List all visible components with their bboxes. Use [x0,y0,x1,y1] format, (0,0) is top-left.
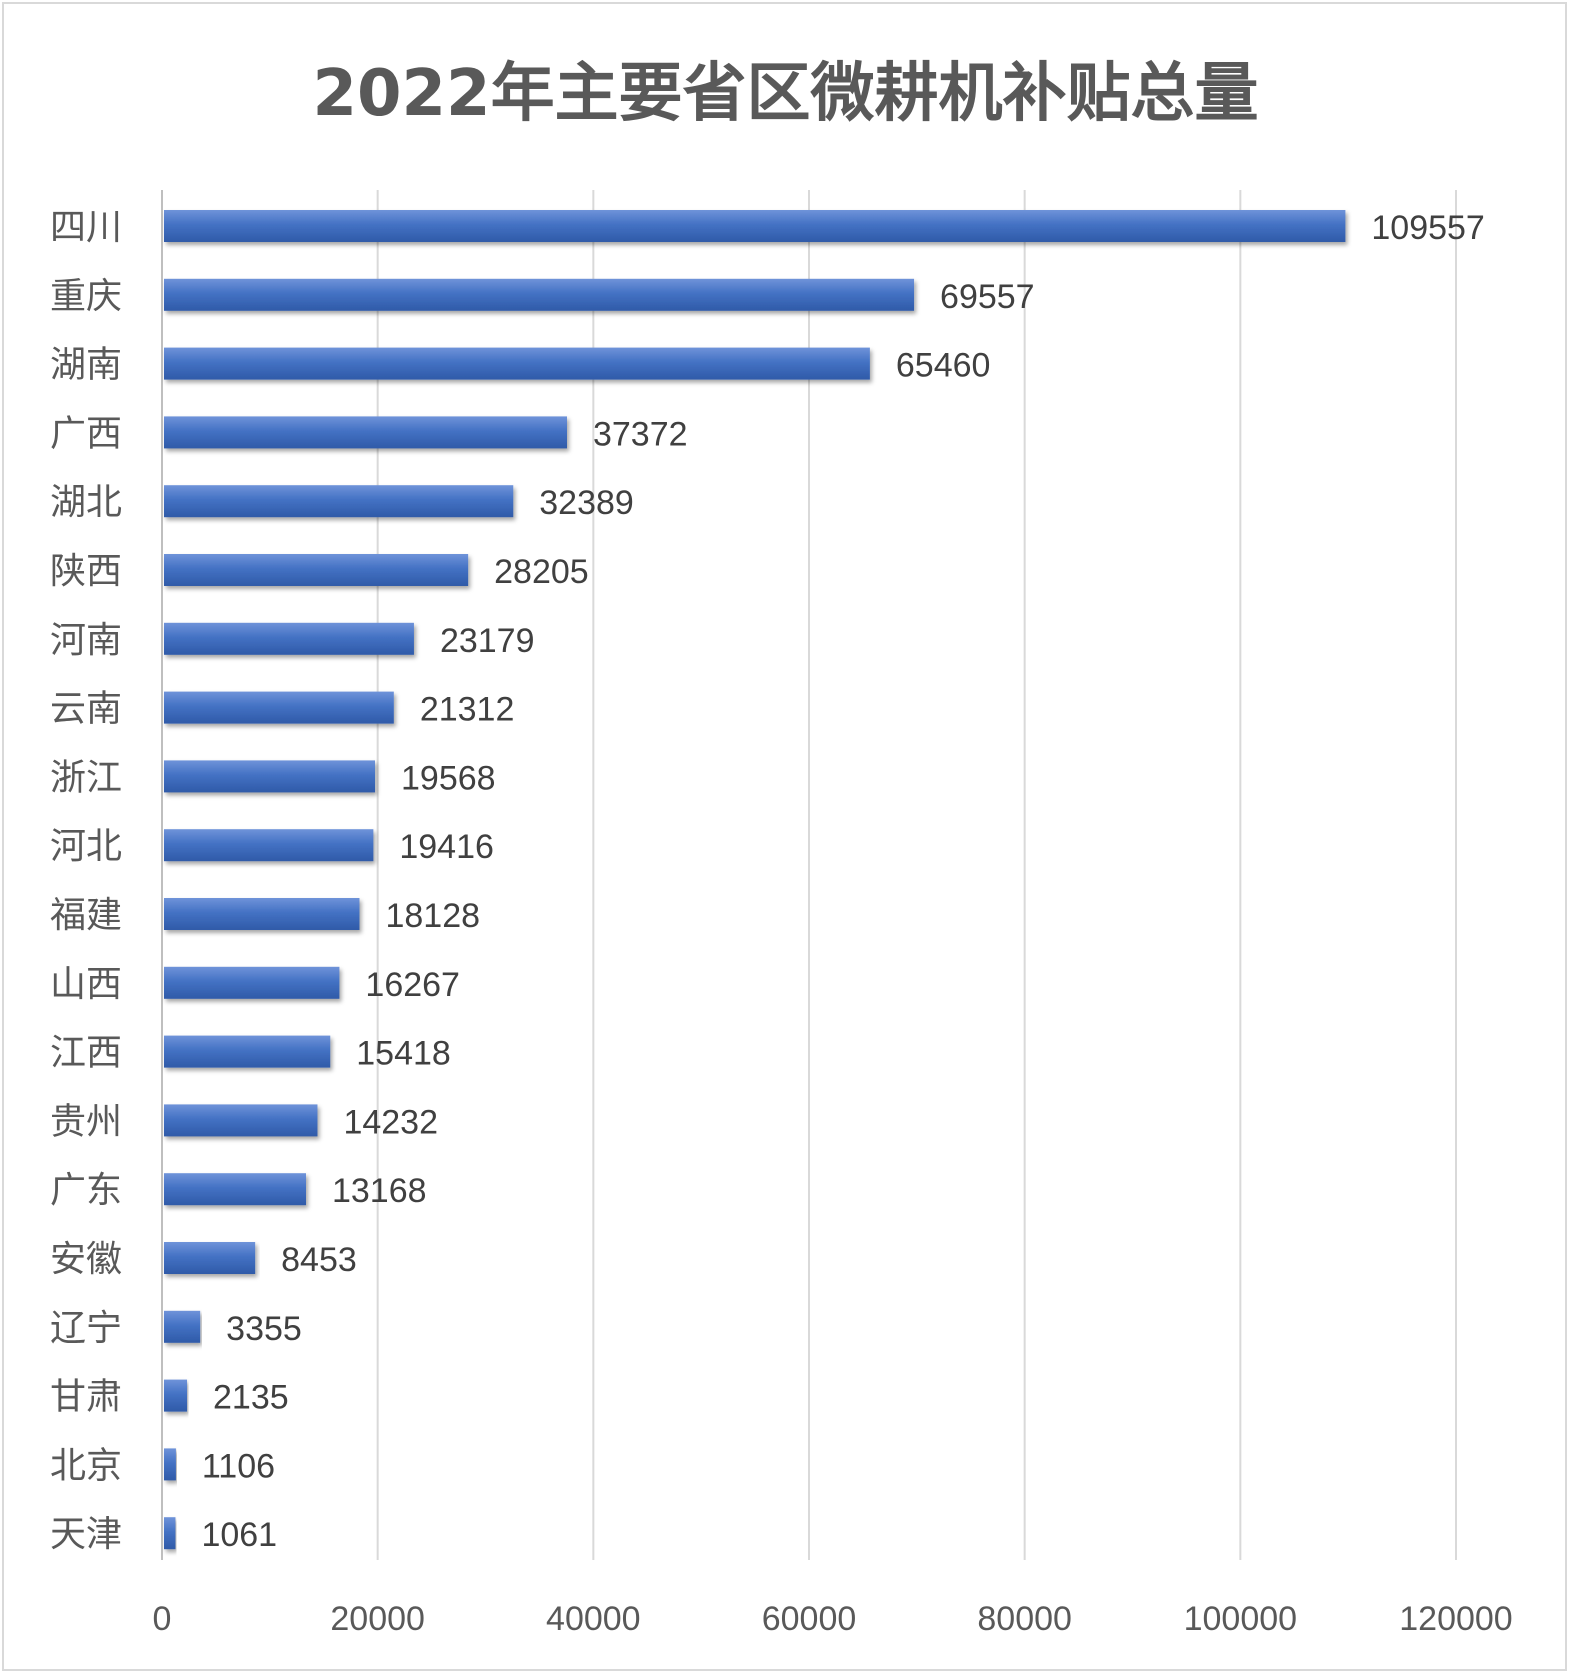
category-label: 浙江 [50,757,122,798]
data-label: 32389 [539,484,634,522]
data-label: 13168 [332,1172,427,1210]
bar [164,1448,176,1481]
data-label: 16267 [365,966,460,1004]
category-label: 河南 [50,620,122,661]
data-label: 23179 [440,622,535,660]
bar [164,829,374,862]
data-label: 8453 [281,1241,357,1279]
x-tick-label: 100000 [1184,1600,1297,1638]
data-label: 2135 [213,1379,289,1417]
data-label: 69557 [940,278,1035,316]
category-label: 天津 [50,1514,122,1555]
bar [164,1242,256,1274]
bar [164,1517,176,1550]
category-label: 甘肃 [50,1377,122,1418]
category-label: 湖北 [50,482,122,523]
x-tick-label: 40000 [546,1600,641,1638]
data-label: 15418 [356,1035,451,1073]
bar [164,554,469,586]
bar [164,347,870,380]
category-label: 重庆 [50,276,122,317]
bar [164,416,567,449]
category-label: 广东 [50,1170,122,1211]
x-tick-label: 120000 [1399,1600,1512,1638]
bar [164,1310,201,1343]
category-label: 河北 [50,826,122,867]
category-label: 湖南 [50,345,122,386]
category-label: 山西 [50,964,122,1005]
category-label: 安徽 [50,1239,122,1280]
category-label: 云南 [50,689,122,730]
gridlines [161,190,1457,1560]
data-label: 18128 [385,897,480,935]
category-label: 贵州 [50,1101,122,1142]
bar [164,1035,331,1068]
x-tick-label: 0 [153,1600,172,1638]
bar [164,622,414,655]
x-tick-label: 80000 [977,1600,1072,1638]
data-label: 65460 [896,347,991,385]
value-labels: 109557 69557 65460 37372 32389 28205 23179 2131… [201,209,1484,1554]
bars [164,210,1346,1550]
data-label: 19416 [399,828,494,866]
data-label: 1106 [202,1447,275,1485]
data-label: 21312 [420,691,515,729]
bar [164,898,360,930]
data-label: 37372 [593,415,688,453]
x-tick-label: 20000 [330,1600,425,1638]
category-label: 北京 [50,1445,122,1486]
category-label: 广西 [50,413,122,454]
category-label: 福建 [50,895,122,936]
data-label: 109557 [1371,209,1484,247]
bar [164,1173,306,1206]
data-label: 19568 [401,759,496,797]
bar [164,691,394,724]
bar [164,1379,188,1412]
data-label: 28205 [494,553,589,591]
category-label: 四川 [50,207,122,248]
data-label: 1061 [201,1516,277,1554]
bar [164,966,340,999]
chart-title: 2022年主要省区微耕机补贴总量 [312,57,1259,131]
category-label: 辽宁 [50,1308,122,1349]
bar [164,1104,318,1137]
bar [164,278,915,311]
x-tick-labels: 0 20000 40000 60000 80000 100000 120000 [153,1600,1513,1638]
bar [164,760,376,793]
category-label: 江西 [50,1033,122,1074]
x-tick-label: 60000 [762,1600,857,1638]
data-label: 3355 [226,1310,302,1348]
data-label: 14232 [343,1103,438,1141]
category-label: 陕西 [50,551,122,592]
bar [164,485,514,518]
bar [164,210,1346,242]
